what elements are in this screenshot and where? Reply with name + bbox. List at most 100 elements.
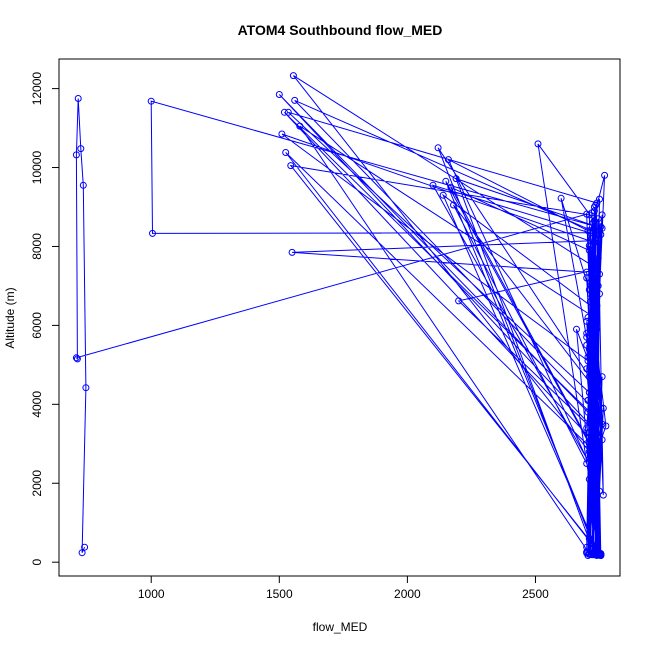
x-tick-label: 1000 [138, 587, 165, 601]
data-point [598, 420, 606, 428]
data-point [72, 151, 80, 159]
y-axis-label: Altitude (m) [3, 287, 17, 348]
chart-title: ATOM4 Southbound flow_MED [238, 22, 443, 38]
y-tick-label: 12000 [30, 72, 44, 106]
data-point [588, 464, 596, 471]
data-point [584, 227, 592, 235]
series-line [75, 75, 607, 556]
data-point [74, 95, 82, 102]
data-point [592, 282, 600, 290]
data-point [590, 310, 598, 318]
series-layer [75, 75, 607, 556]
data-point [589, 369, 597, 377]
data-point [597, 404, 605, 412]
data-point [590, 270, 598, 278]
data-point [450, 201, 457, 209]
y-tick-label: 0 [30, 559, 44, 566]
data-point [447, 183, 455, 191]
x-axis: 1000 1500 2000 2500 [138, 576, 549, 601]
data-point [597, 223, 605, 231]
data-point [587, 290, 594, 298]
data-point [593, 325, 601, 333]
data-point [589, 416, 597, 424]
data-point [573, 325, 580, 333]
data-point [592, 452, 600, 460]
data-point [429, 181, 437, 189]
data-point [588, 209, 596, 217]
data-point [590, 217, 598, 225]
data-point [284, 108, 292, 116]
data-point [439, 191, 447, 199]
data-point [585, 389, 593, 396]
data-point [585, 242, 593, 250]
data-point [81, 543, 89, 551]
data-point [280, 108, 288, 116]
data-point [584, 396, 592, 404]
data-point [598, 373, 606, 381]
data-point [288, 248, 296, 256]
y-tick-label: 2000 [30, 470, 44, 497]
plot-frame [58, 58, 621, 577]
data-point [534, 140, 542, 148]
data-point [585, 373, 593, 381]
data-point [585, 337, 593, 345]
points-layer [72, 72, 610, 559]
data-point [594, 392, 602, 400]
data-point [588, 258, 596, 266]
data-point [592, 235, 600, 243]
x-tick-label: 2000 [394, 587, 421, 601]
data-point [599, 404, 607, 412]
data-point [584, 357, 592, 365]
data-point [296, 122, 304, 130]
data-point [585, 475, 593, 483]
data-point [588, 381, 596, 389]
data-point [585, 535, 593, 542]
data-point [593, 294, 601, 302]
data-point [79, 181, 87, 189]
data-point [596, 420, 603, 428]
data-point [587, 227, 594, 235]
data-point [588, 321, 596, 329]
data-point [588, 235, 596, 243]
data-point [601, 171, 609, 179]
data-point [589, 266, 597, 274]
data-point [147, 97, 155, 105]
y-tick-label: 8000 [30, 233, 44, 260]
data-point [434, 144, 442, 152]
x-axis-label: flow_MED [313, 620, 368, 634]
data-point [588, 428, 596, 436]
data-point [278, 130, 286, 138]
data-point [77, 145, 85, 153]
data-point [594, 282, 602, 290]
data-point [592, 432, 600, 440]
data-point [598, 211, 606, 219]
data-point [82, 384, 90, 392]
data-point [590, 448, 598, 456]
data-point [592, 231, 600, 239]
y-tick-label: 4000 [30, 391, 44, 418]
data-point [583, 424, 591, 432]
data-point [287, 162, 295, 170]
data-point [589, 254, 597, 262]
data-point [587, 444, 594, 452]
data-point [587, 278, 594, 286]
data-point [149, 229, 156, 237]
data-point [291, 96, 299, 104]
data-point [587, 243, 594, 250]
data-point [557, 194, 565, 202]
data-point [583, 317, 591, 325]
data-point [584, 353, 592, 361]
data-point [444, 156, 452, 164]
data-point [589, 400, 597, 408]
data-point [596, 487, 603, 495]
data-point [588, 349, 596, 357]
data-point [589, 262, 597, 270]
data-point [585, 246, 593, 254]
data-point [598, 436, 606, 444]
data-point [594, 223, 602, 231]
data-point [275, 91, 283, 98]
data-point [592, 424, 600, 432]
y-axis: 0 2000 4000 6000 8000 10000 12000 [30, 72, 59, 566]
data-point [583, 440, 591, 448]
